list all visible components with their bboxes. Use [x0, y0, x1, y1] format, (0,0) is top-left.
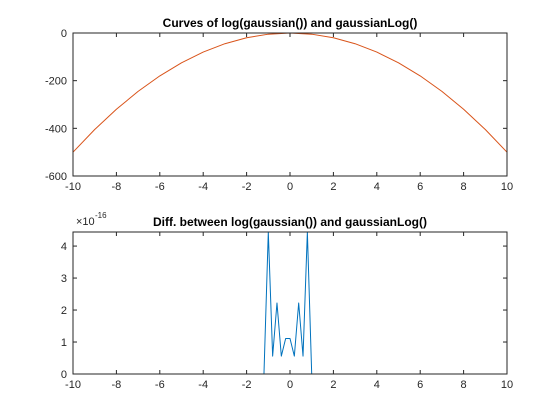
x-tick-label: -6 — [155, 181, 165, 193]
y-tick-label: 2 — [61, 305, 67, 317]
x-tick-label: -8 — [112, 379, 122, 391]
y-exponent-base: ×10 — [76, 216, 95, 228]
series-line-0-0 — [72, 32, 508, 153]
top-chart-plot: -10 -8 -6 -4 -2 0 2 4 6 8 10 -600 -400 -200 0 — [45, 28, 513, 193]
x-tick-label: 10 — [501, 181, 513, 193]
bottom-chart-title: Diff. between log(gaussian()) and gaussi… — [153, 215, 427, 229]
x-tick-label: 4 — [374, 379, 380, 391]
x-tick-label: 10 — [501, 379, 513, 391]
x-tick-label: -6 — [155, 379, 165, 391]
x-tick-label: -10 — [65, 379, 81, 391]
x-tick-label: 0 — [287, 379, 293, 391]
top-chart: Curves of log(gaussian()) and gaussianLo… — [45, 16, 513, 193]
y-tick-label: -200 — [45, 76, 67, 88]
x-tick-label: -2 — [242, 379, 252, 391]
x-tick-label: -8 — [112, 181, 122, 193]
x-tick-label: 2 — [330, 379, 336, 391]
y-tick-label: 4 — [61, 241, 67, 253]
bottom-chart-plot: -10 -8 -6 -4 -2 0 2 4 6 8 10 0 1 2 3 4 — [61, 231, 513, 391]
y-tick-label: 1 — [61, 337, 67, 349]
x-tick-label: 6 — [417, 181, 423, 193]
x-tick-label: 2 — [330, 181, 336, 193]
x-tick-label: 8 — [461, 379, 467, 391]
y-tick-label: 3 — [61, 273, 67, 285]
top-chart-title: Curves of log(gaussian()) and gaussianLo… — [163, 16, 418, 30]
x-tick-label: -4 — [198, 379, 208, 391]
x-tick-label: 0 — [287, 181, 293, 193]
y-tick-label: -400 — [45, 123, 67, 135]
axes-box — [72, 231, 508, 375]
series-line-1-0 — [73, 231, 507, 375]
axes-box — [72, 32, 508, 177]
x-tick-label: 8 — [461, 181, 467, 193]
x-tick-label: -2 — [242, 181, 252, 193]
x-tick-label: -10 — [65, 181, 81, 193]
y-exponent-power: -16 — [95, 211, 107, 220]
y-tick-label: 0 — [61, 369, 67, 381]
x-tick-label: 6 — [417, 379, 423, 391]
x-tick-label: 4 — [374, 181, 380, 193]
y-tick-label: -600 — [45, 171, 67, 183]
y-tick-label: 0 — [61, 28, 67, 40]
bottom-chart: Diff. between log(gaussian()) and gaussi… — [61, 211, 513, 391]
x-tick-label: -4 — [198, 181, 208, 193]
